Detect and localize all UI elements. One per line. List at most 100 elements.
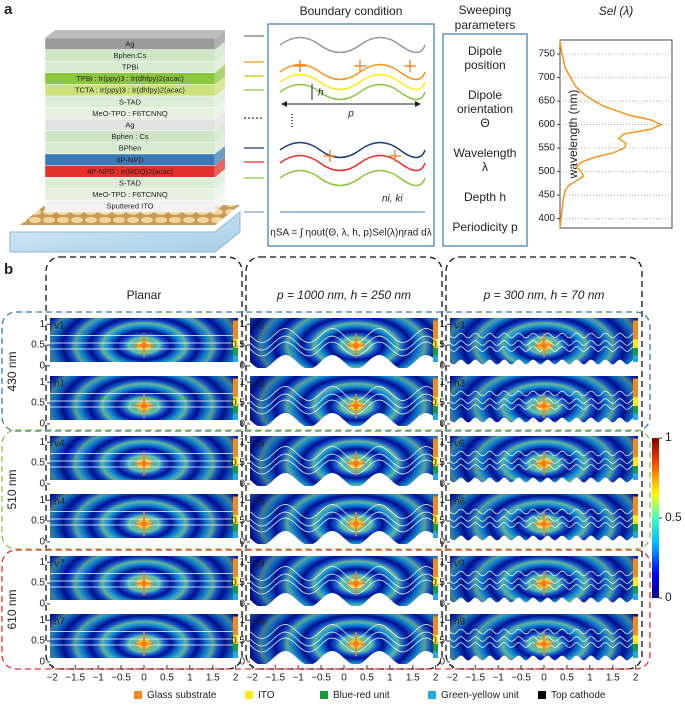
layer-strip [233,355,238,362]
layer-strip [633,438,638,457]
layer-label: Ag [125,39,134,48]
sweeping-item: Dipole [468,88,502,102]
sweeping-title: Sweeping [459,3,512,17]
layer-strip [433,397,438,406]
cathode-region [450,535,638,544]
layer-strip [433,586,438,594]
layer-strip [433,496,438,515]
y-tick-label: 0 [439,361,445,372]
legend-label: Top cathode [551,690,606,701]
layer-boundary [250,511,438,527]
field-map [250,556,438,606]
cathode-region [250,413,438,426]
layer-side [215,134,225,154]
panel-id: h4 [54,497,66,508]
sweeping-item: orientation [457,102,513,116]
layer-label: Bphen:Cs [114,51,147,60]
layer-label: S-TAD [119,97,142,106]
layer-boundary [250,566,438,581]
x-tick-label: −1 [292,673,304,684]
field-map [250,376,438,426]
wavelength-group-box [1,311,651,432]
panel-id: h6 [454,497,466,508]
layer-label: MeO-TPD : F6TCNNQ [92,109,168,118]
x-tick-label: 1.5 [406,673,420,684]
wavelength-label: 430 nm [5,351,19,391]
sweeping-item: Periodicity p [452,220,518,234]
cathode-region [250,355,438,368]
cathode-region [450,655,638,664]
layer-strip [233,515,238,524]
y-tick-label: 0 [239,419,245,430]
spectrum-line [559,39,664,229]
layer-boundary [250,631,438,647]
y-tick-label: 0 [39,361,45,372]
dipole-center [353,342,359,349]
panel-label: a [4,1,13,18]
y-tick-label: 0 [39,599,45,610]
layer-strip [633,651,638,658]
layer-label: TCTA : Ir(ppy)3 : Ir(dhfpy)2(acac) [75,86,185,95]
layer-strip [633,616,638,635]
y-tick-label: 1 [39,319,45,330]
y-tick-label: 0.5 [31,340,45,351]
y-tick-label: 700 [538,72,555,83]
x-tick-label: −1 [92,673,104,684]
layer-boundary [250,328,438,343]
layer-side [215,41,225,62]
layer-strip [433,320,438,339]
layer-label: Ag [125,120,134,129]
y-tick-label: 0 [439,419,445,430]
layer-strip [233,496,238,515]
layer-strip [233,466,238,474]
stack-top [45,30,225,38]
cathode-region [250,531,438,544]
boundary-diagram [279,36,426,213]
x-tick-label: −1.5 [265,673,285,684]
cathode-region [50,420,238,426]
x-tick-label: 0 [541,673,547,684]
y-tick-label: 0.5 [231,578,245,589]
layer-strip [233,457,238,466]
panel-id: v4 [54,439,65,450]
legend-label: ITO [258,690,275,701]
y-tick-label: 0 [439,479,445,490]
boundary-arrows [244,35,264,213]
x-tick-label: 2 [633,673,639,684]
layer-strip [433,413,438,420]
cathode-region [50,658,238,664]
y-tick-label: 0 [239,361,245,372]
layer-boundary [250,399,438,415]
panel-id: v7 [54,559,65,570]
y-tick-label: 1 [239,377,245,388]
legend-label: Blue-red unit [333,690,390,701]
layer-boundary [250,517,438,533]
layer-side [215,53,225,73]
wavelength-label: 610 nm [5,589,19,629]
panel-id: h9 [454,617,466,628]
panel-id: h2 [254,379,266,390]
legend-swatch [134,691,142,699]
layer-strip [633,473,638,480]
sweeping-item: Wavelength [454,146,517,160]
y-tick-label: 1 [239,319,245,330]
y-tick-label: 650 [538,96,555,107]
layer-boundary [250,453,438,469]
y-tick-label: 0 [439,657,445,668]
layer-label: MeO-TPD : F6TCNNQ [92,190,168,199]
y-tick-label: 0.5 [231,516,245,527]
layer-boundary [250,624,438,639]
layer-label: 4P-NPD : Ir(MDQ)2(acac) [87,167,173,176]
y-tick-label: 1 [39,495,45,506]
layer-side [215,111,225,131]
x-tick-label: −2 [47,673,59,684]
panel-id: h1 [54,379,66,390]
layer-side [215,76,225,96]
layer-strip [633,593,638,600]
y-tick-label: 0.5 [231,340,245,351]
p-label: p [347,109,354,120]
layer-boundary [250,341,438,357]
x-tick-label: 0.5 [160,673,174,684]
field-map [50,436,238,486]
y-tick-label: 0.5 [431,578,445,589]
